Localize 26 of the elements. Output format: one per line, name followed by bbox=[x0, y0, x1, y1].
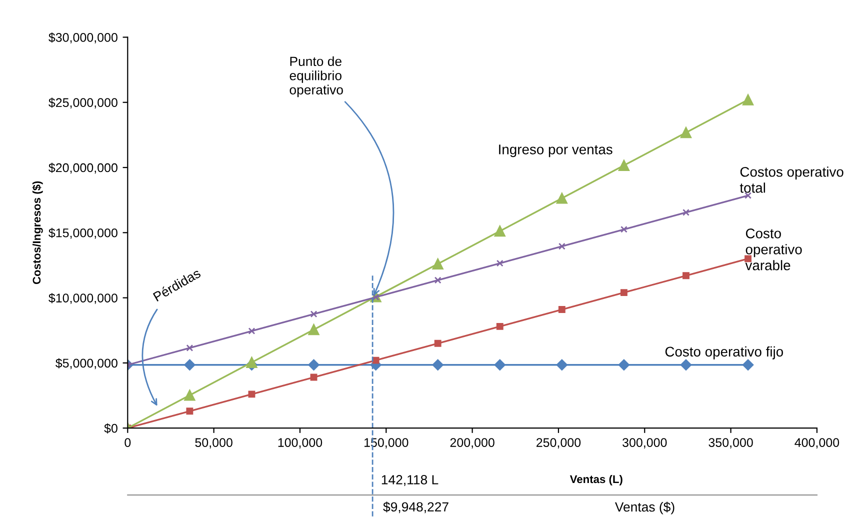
text: $9,948,227 bbox=[383, 502, 448, 514]
y-tick-label: $30,000,000 bbox=[48, 32, 118, 44]
x-tick-label: 100,000 bbox=[278, 438, 322, 448]
x-tick-label: 0 bbox=[124, 438, 131, 447]
x-tick-label: 50,000 bbox=[195, 438, 232, 448]
series-label: Costos operativo total bbox=[740, 166, 844, 193]
x-axis-title: Ventas (L) bbox=[570, 474, 622, 486]
text: Ventas ($) bbox=[614, 502, 674, 514]
y-tick-label: $10,000,000 bbox=[48, 293, 118, 304]
ref-line-label: 142,118 L bbox=[382, 475, 438, 486]
x-tick-label: 200,000 bbox=[450, 438, 494, 448]
y-tick-label: $20,000,000 bbox=[48, 162, 118, 174]
y-tick-label: $5,000,000 bbox=[56, 358, 118, 370]
x-tick-label: 400,000 bbox=[794, 438, 840, 448]
annotation: Punto de equilibrio operativo bbox=[290, 56, 343, 98]
x-tick-label: 300,000 bbox=[622, 438, 667, 448]
y-tick-label: $0 bbox=[104, 423, 118, 434]
y-tick-label: $25,000,000 bbox=[48, 98, 118, 108]
x-tick-label: 150,000 bbox=[364, 438, 408, 448]
series-label: Costo operativo fijo bbox=[665, 346, 784, 360]
series-label: Costo operativo varable bbox=[745, 228, 802, 270]
y-axis-title: Costos/Ingresos ($) bbox=[32, 181, 43, 284]
series-label: Ingreso por ventas bbox=[499, 144, 612, 158]
y-tick-label: $15,000,000 bbox=[48, 228, 118, 239]
x-tick-label: 250,000 bbox=[536, 438, 581, 448]
x-tick-label: 350,000 bbox=[708, 438, 753, 448]
